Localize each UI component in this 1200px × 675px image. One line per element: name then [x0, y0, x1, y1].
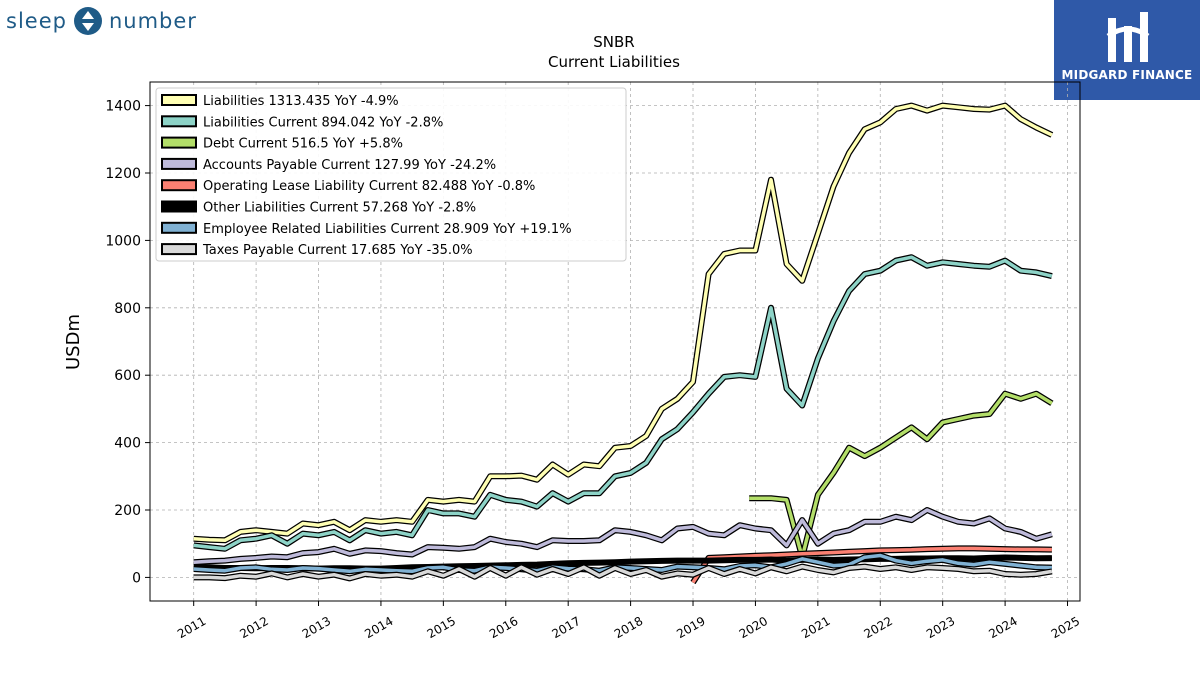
legend-label: Liabilities Current 894.042 YoY -2.8%	[203, 115, 443, 130]
series-line	[691, 546, 1052, 584]
x-tick-label: 2022	[862, 614, 895, 641]
legend-label: Other Liabilities Current 57.268 YoY -2.…	[203, 201, 476, 216]
x-tick-label: 2015	[425, 614, 458, 641]
legend-label: Debt Current 516.5 YoY +5.8%	[203, 137, 403, 152]
legend-swatch	[161, 94, 197, 106]
x-tick-label: 2017	[549, 614, 582, 641]
y-tick-label: 400	[114, 436, 141, 452]
series-line-outline	[193, 254, 1053, 552]
x-tick-label: 2016	[487, 614, 520, 641]
series-3	[193, 507, 1053, 566]
legend-swatch	[161, 179, 197, 192]
legend-swatch	[161, 200, 197, 213]
y-tick-label: 1400	[105, 99, 141, 115]
x-tick-label: 2021	[799, 614, 832, 641]
series-6	[193, 552, 1052, 575]
x-tick-label: 2011	[175, 614, 208, 641]
x-tick-label: 2013	[300, 614, 333, 641]
y-tick-label: 200	[114, 503, 141, 519]
x-tick-label: 2023	[924, 614, 957, 641]
logo-word-number: number	[108, 9, 197, 33]
x-tick-label: 2020	[737, 614, 770, 641]
series-line	[193, 508, 1053, 564]
x-tick-label: 2014	[362, 614, 395, 641]
y-tick-label: 800	[114, 301, 141, 317]
y-tick-label: 600	[114, 368, 141, 384]
series-line	[193, 255, 1053, 551]
logo-word-sleep: sleep	[6, 9, 67, 33]
midgard-finance-logo: MIDGARD FINANCE	[1054, 0, 1200, 100]
chart-subtitle: Current Liabilities	[548, 53, 680, 71]
y-tick-label: 1200	[105, 166, 141, 182]
legend-label: Accounts Payable Current 127.99 YoY -24.…	[203, 158, 496, 173]
series-4	[690, 545, 1052, 585]
legend-swatch	[161, 115, 197, 128]
chart-title: SNBR	[593, 33, 634, 51]
legend-swatch	[161, 157, 197, 170]
series-2	[749, 390, 1054, 561]
series-1	[193, 254, 1053, 552]
legend-label: Employee Related Liabilities Current 28.…	[203, 222, 572, 237]
x-tick-label: 2025	[1049, 614, 1082, 641]
legend-label: Liabilities 1313.435 YoY -4.9%	[203, 94, 399, 109]
legend-label: Operating Lease Liability Current 82.488…	[203, 179, 535, 194]
midgard-emblem-icon	[1106, 12, 1150, 62]
legend-swatch	[161, 243, 197, 256]
y-axis-label: USDm	[63, 314, 84, 370]
legend: Liabilities 1313.435 YoY -4.9% Liabilitie…	[155, 87, 627, 262]
series-line	[749, 391, 1053, 559]
series-line	[193, 103, 1053, 543]
legend-swatch	[161, 221, 197, 234]
series-7	[193, 563, 1053, 582]
series-0	[193, 102, 1054, 544]
x-tick-label: 2019	[674, 614, 707, 641]
x-tick-label: 2024	[986, 614, 1019, 641]
legend-swatch	[161, 136, 197, 149]
y-tick-label: 0	[132, 570, 141, 586]
legend-label: Taxes Payable Current 17.685 YoY -35.0%	[202, 243, 473, 258]
plot-frame	[149, 81, 1081, 602]
legend-box	[155, 87, 627, 262]
sleep-number-logo: sleep number	[6, 4, 197, 38]
x-tick-label: 2012	[237, 614, 270, 641]
series-lines	[193, 102, 1054, 585]
y-tick-label: 1000	[105, 233, 141, 249]
series-line	[193, 564, 1053, 581]
series-line	[193, 553, 1052, 574]
midgard-wordmark: MIDGARD FINANCE	[1061, 68, 1193, 82]
x-tick-label: 2018	[612, 614, 645, 641]
logo-arrows-icon	[73, 7, 102, 35]
